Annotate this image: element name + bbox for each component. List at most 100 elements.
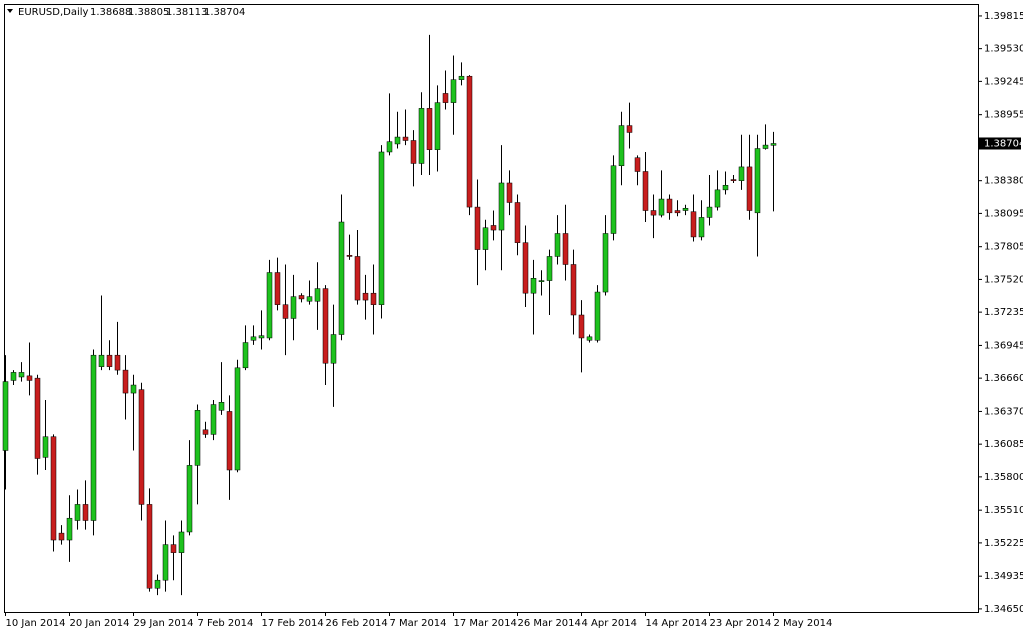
candle-body: [650, 210, 657, 216]
y-tick-label: 1.38955: [984, 110, 1023, 121]
candle-body: [698, 217, 705, 238]
candle-body: [602, 233, 609, 293]
candle-body: [250, 336, 257, 341]
candle-body: [106, 354, 113, 367]
x-tick-label: 10 Jan 2014: [6, 618, 66, 629]
candle-body: [522, 242, 529, 294]
x-tick-label: 7 Feb 2014: [198, 618, 254, 629]
candle-body: [378, 151, 385, 305]
chart-title: EURUSD,Daily: [18, 7, 89, 18]
candle-body: [570, 264, 577, 316]
candle-body: [202, 429, 209, 435]
candle-body: [50, 436, 57, 541]
y-tick-label: 1.35800: [984, 472, 1023, 483]
candle-body: [10, 372, 17, 381]
candle-body: [66, 517, 73, 541]
x-tick-label: 29 Jan 2014: [134, 618, 194, 629]
last-price-label: 1.38704: [984, 138, 1023, 149]
candle-body: [474, 206, 481, 250]
candle-body: [58, 532, 65, 541]
candle-body: [578, 314, 585, 339]
candle-body: [122, 369, 129, 394]
y-tick-label: 1.39245: [984, 76, 1023, 87]
candle-body: [658, 198, 665, 216]
candle-body: [762, 144, 769, 149]
x-tick-label: 23 Apr 2014: [710, 618, 772, 629]
candle-body: [706, 206, 713, 218]
candle-body: [362, 292, 369, 301]
candle-body: [354, 256, 361, 301]
header-open: 1.38688: [90, 7, 131, 18]
candle-body: [738, 166, 745, 181]
candle-body: [162, 544, 169, 581]
candle-body: [98, 354, 105, 367]
candle-body: [594, 291, 601, 341]
header-close: 1.38704: [204, 7, 245, 18]
candle-body: [482, 227, 489, 250]
candle-body: [330, 334, 337, 364]
candle-body: [282, 304, 289, 319]
y-tick-label: 1.35510: [984, 505, 1023, 516]
x-tick-label: 2 May 2014: [774, 618, 833, 629]
y-tick-label: 1.36085: [984, 439, 1023, 450]
candle-body: [530, 278, 537, 294]
header-low: 1.38113: [166, 7, 207, 18]
x-tick-label: 17 Mar 2014: [454, 618, 517, 629]
y-tick-label: 1.35225: [984, 538, 1023, 549]
candle-body: [434, 102, 441, 150]
candle-body: [714, 189, 721, 208]
x-tick-label: 7 Mar 2014: [390, 618, 447, 629]
candle-body: [458, 75, 465, 80]
y-tick-label: 1.39815: [984, 11, 1023, 22]
candle-body: [442, 93, 449, 103]
candle-body: [170, 544, 177, 553]
y-tick-label: 1.37235: [984, 307, 1023, 318]
candle-body: [370, 292, 377, 305]
candle-body: [690, 211, 697, 238]
candle-body: [554, 233, 561, 257]
candle-body: [314, 288, 321, 302]
candle-body: [2, 381, 9, 451]
y-tick-label: 1.38095: [984, 208, 1023, 219]
candle-body: [546, 256, 553, 281]
candle-body: [42, 436, 49, 458]
candle-body: [586, 336, 593, 341]
candle-body: [346, 255, 353, 257]
y-tick-label: 1.36660: [984, 373, 1023, 384]
candle-body: [666, 198, 673, 214]
candle-body: [74, 504, 81, 521]
candle-body: [130, 384, 137, 394]
menu-triangle[interactable]: [7, 9, 13, 13]
header-high: 1.38805: [128, 7, 169, 18]
candle-body: [90, 354, 97, 521]
candle-body: [634, 157, 641, 172]
candle-body: [386, 141, 393, 153]
candle-body: [322, 288, 329, 364]
candle-body: [562, 233, 569, 265]
candle-body: [114, 354, 121, 371]
candle-body: [490, 225, 497, 231]
candle-body: [194, 410, 201, 466]
candle-body: [178, 531, 185, 553]
x-tick-label: 17 Feb 2014: [262, 618, 324, 629]
candle-body: [226, 411, 233, 471]
last-price-box: [979, 137, 1021, 150]
candle-body: [306, 296, 313, 302]
candle-body: [498, 182, 505, 231]
candle-body: [338, 221, 345, 335]
y-tick-label: 1.34650: [984, 604, 1023, 615]
candle-body: [466, 75, 473, 208]
candle-body: [746, 166, 753, 211]
candle-body: [274, 272, 281, 305]
candle-body: [298, 295, 305, 300]
y-tick-label: 1.37805: [984, 242, 1023, 253]
candle-body: [514, 202, 521, 243]
candle-body: [426, 108, 433, 150]
candle-body: [26, 375, 33, 381]
candle-body: [674, 210, 681, 214]
candle-body: [290, 296, 297, 319]
candle-body: [402, 136, 409, 141]
y-tick-label: 1.36945: [984, 340, 1023, 351]
x-tick-label: 20 Jan 2014: [70, 618, 130, 629]
candle-body: [754, 148, 761, 214]
